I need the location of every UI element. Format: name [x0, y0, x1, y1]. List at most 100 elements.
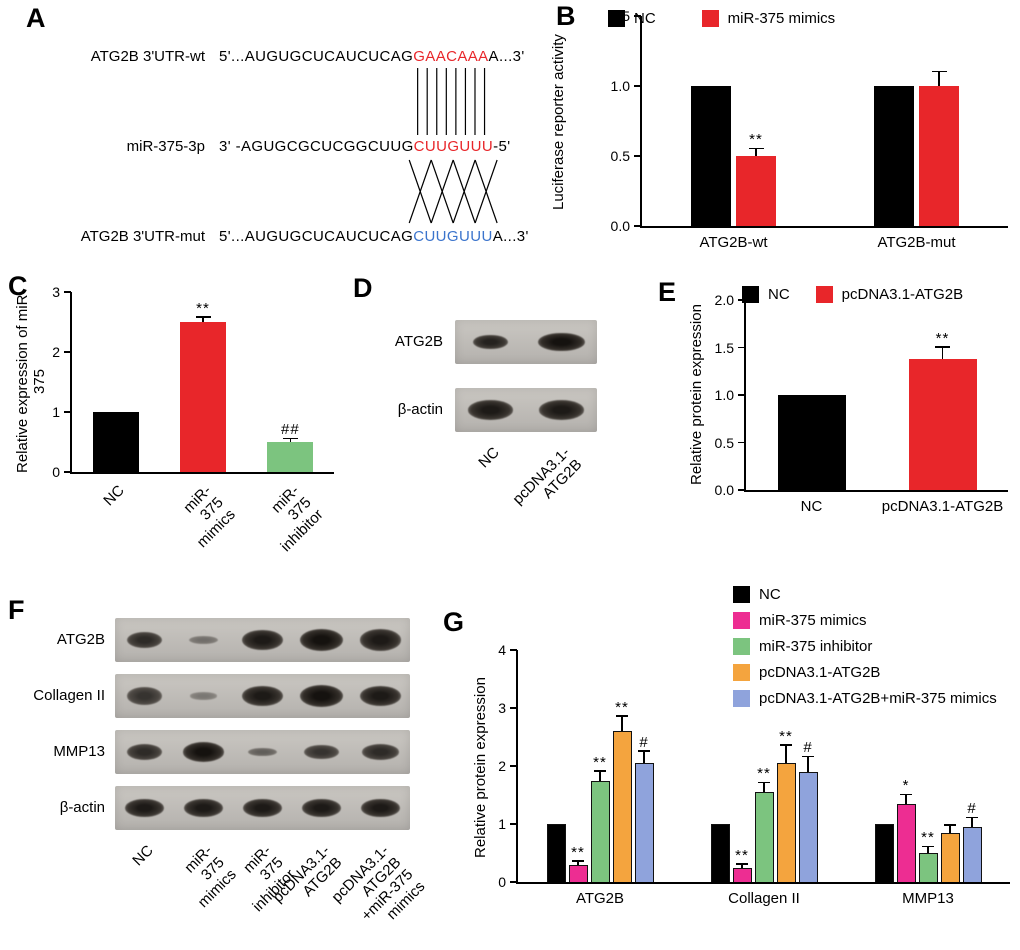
protein-band — [538, 332, 585, 352]
lane-label: pcDNA3.1-ATG2B +miR-375 mimics — [328, 842, 429, 925]
error-bar-cap — [757, 781, 771, 784]
error-bar-cap — [735, 863, 749, 865]
error-bar-cap — [748, 147, 764, 149]
x-category-label: miR-375 mimics — [180, 482, 240, 552]
significance-marker: ** — [196, 299, 210, 317]
bar-miR-375 mimics — [732, 867, 752, 882]
legend-label: NC — [634, 10, 656, 27]
error-bar — [763, 783, 765, 793]
protein-label: ATG2B — [394, 333, 443, 350]
error-bar-cap — [921, 845, 935, 848]
bar-chart-atg2b-protein: 0.0 0.5 1.0 1.5 2.0 NC ** pcDNA3.1-ATG2B — [715, 292, 1008, 515]
error-bar — [289, 439, 292, 442]
significance-marker: # — [803, 739, 813, 757]
bar-miR-375 inhibitor — [590, 780, 610, 882]
legend-swatch — [742, 286, 759, 303]
protein-label: ATG2B — [56, 631, 105, 648]
legend-swatch — [815, 286, 833, 303]
y-tick-label: 0 — [52, 464, 60, 480]
x-category-label: ATG2B-wt — [699, 234, 768, 251]
legend-item: NC — [608, 10, 656, 27]
panel-d-letter: D — [353, 273, 373, 303]
y-tick-label: 0.5 — [714, 434, 734, 451]
legend-swatch — [733, 612, 750, 629]
lane-label: NC — [475, 444, 503, 472]
legend-label: NC — [768, 286, 790, 303]
y-tick — [64, 291, 71, 293]
legend-label: miR-375 mimics — [759, 612, 867, 629]
bar-miR-375 inhibitor — [267, 442, 314, 472]
y-tick — [738, 346, 745, 348]
significance-marker: ** — [749, 131, 763, 148]
protein-band — [361, 798, 400, 818]
protein-band — [300, 629, 343, 651]
error-bar — [621, 716, 623, 732]
y-tick — [634, 85, 641, 87]
y-tick-label: 2.0 — [714, 292, 734, 308]
y-tick-label: 0.0 — [714, 482, 734, 498]
y-tick-label: 0.0 — [610, 218, 630, 234]
bar-NC — [874, 824, 894, 882]
significance-marker: ## — [280, 421, 300, 438]
legend-item: pcDNA3.1-ATG2B — [733, 664, 880, 681]
error-bar-cap — [282, 437, 298, 439]
bar-pcDNA3.1-ATG2B+miR-375 mimics — [634, 763, 654, 882]
legend-swatch — [733, 586, 750, 603]
significance-marker: ** — [593, 753, 607, 771]
protein-band — [126, 744, 163, 760]
bar-NC — [691, 86, 731, 226]
y-tick-label: 1 — [498, 816, 506, 832]
protein-band — [243, 798, 282, 818]
sequence-row-mir375: miR-375-3p 3' -AGUGCGCUCGGCUUGCUUGUUU-5' — [55, 138, 511, 156]
sequence-row-atg2b-mut: ATG2B 3'UTR-mut 5'...AUGUGCUCAUCUCAGCUUGU… — [55, 228, 529, 246]
error-bar-cap — [965, 816, 979, 819]
protein-band — [539, 400, 584, 420]
blot-strip-β-actin — [455, 388, 597, 432]
y-tick — [738, 489, 745, 491]
protein-band — [468, 400, 513, 420]
panel-a-letter: A — [26, 3, 46, 33]
legend-item: pcDNA3.1-ATG2B — [815, 286, 963, 303]
error-bar-cap — [943, 824, 957, 826]
legend-swatch — [608, 10, 625, 27]
protein-label: β-actin — [59, 799, 105, 816]
bar-pcDNA3.1-ATG2B — [940, 832, 960, 882]
mismatch-cross-line — [430, 159, 454, 224]
bar-miR-375 mimics — [568, 864, 588, 882]
blot-strip-ATG2B — [455, 320, 597, 364]
y-tick — [510, 881, 517, 883]
y-tick-label: 0 — [498, 874, 506, 890]
legend-label: miR-375 inhibitor — [759, 638, 873, 655]
protein-band — [125, 798, 164, 818]
mismatch-cross-line — [452, 159, 476, 224]
y-tick-label: 3 — [52, 284, 60, 300]
error-bar-cap — [615, 715, 629, 717]
bar-miR-375 inhibitor — [754, 792, 774, 882]
binding-site-mut: CUUGUUU — [413, 228, 493, 245]
sequence-label: miR-375-3p — [126, 138, 205, 155]
bar-NC — [546, 824, 566, 882]
protein-band — [361, 744, 400, 760]
protein-band — [359, 629, 402, 651]
bar-pcDNA3.1-ATG2B — [908, 358, 977, 490]
bar-miR-375 mimics — [180, 322, 226, 472]
protein-band — [190, 692, 217, 700]
error-bar — [755, 149, 757, 156]
y-tick — [738, 299, 745, 301]
bar-NC — [874, 86, 914, 226]
y-tick-label: 2 — [52, 344, 60, 360]
y-axis-label-luciferase: Luciferase reporter activity — [550, 34, 567, 210]
significance-marker: # — [967, 800, 977, 818]
bar-miR-375 mimics — [919, 86, 959, 226]
legend-label: NC — [759, 586, 781, 603]
protein-label: β-actin — [397, 401, 443, 418]
legend-swatch — [733, 690, 750, 707]
x-category-label: pcDNA3.1-ATG2B — [881, 498, 1004, 515]
significance-marker: ** — [735, 846, 749, 864]
legend-swatch — [733, 638, 750, 655]
panel-g-letter: G — [443, 607, 465, 637]
panel-e-letter: E — [658, 277, 677, 307]
y-tick — [634, 225, 641, 227]
error-bar — [971, 818, 973, 827]
protein-band — [242, 685, 283, 707]
